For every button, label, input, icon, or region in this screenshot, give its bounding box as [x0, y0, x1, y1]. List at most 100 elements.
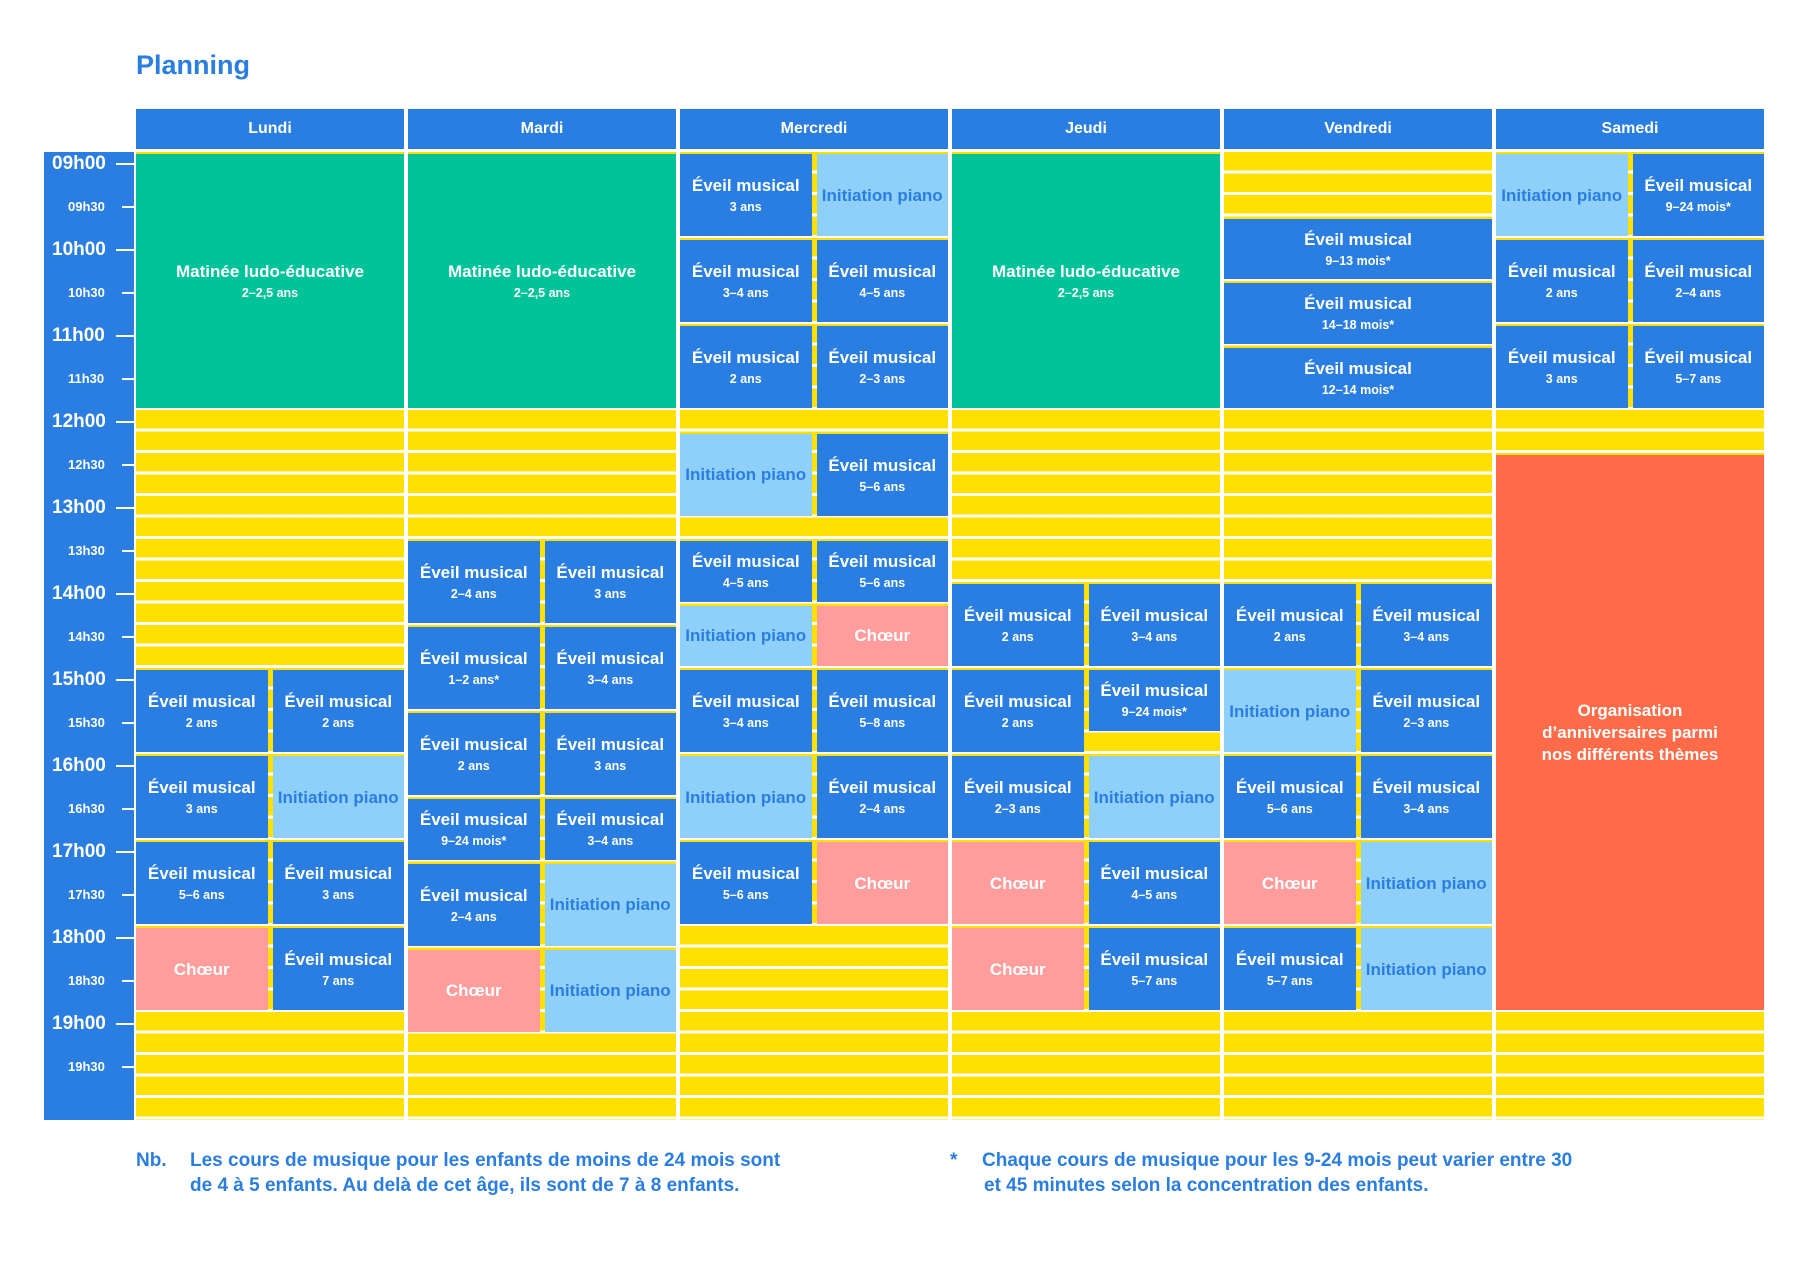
course-age: 2–3 ans — [1403, 716, 1450, 730]
time-label: 18h00 — [52, 927, 106, 948]
eveil-musical-block[interactable]: Éveil musical 3–4 ans — [544, 799, 676, 860]
eveil-musical-block[interactable]: Éveil musical 5–7 ans — [1632, 326, 1764, 408]
eveil-musical-block[interactable]: Éveil musical 5–6 ans — [816, 433, 948, 516]
eveil-musical-block[interactable]: Éveil musical 3 ans — [1496, 326, 1628, 408]
initiation-piano-block[interactable]: Initiation piano — [1088, 756, 1220, 838]
eveil-musical-block[interactable]: Éveil musical 4–5 ans — [1088, 842, 1220, 924]
eveil-musical-block[interactable]: Éveil musical 2–4 ans — [408, 863, 540, 946]
eveil-musical-block[interactable]: Éveil musical 2 ans — [408, 713, 540, 795]
initiation-piano-block[interactable]: Initiation piano — [544, 949, 676, 1032]
choeur-block[interactable]: Chœur — [952, 842, 1084, 924]
choeur-block[interactable]: Chœur — [952, 928, 1084, 1010]
matinee-block[interactable]: Matinée ludo-éducative 2–2,5 ans — [952, 154, 1220, 408]
course-title: Éveil musical — [147, 778, 256, 797]
eveil-musical-block[interactable]: Éveil musical 2–4 ans — [408, 541, 540, 623]
time-label: 09h00 — [52, 153, 106, 174]
course-age: 3 ans — [594, 587, 627, 601]
eveil-musical-block[interactable]: Éveil musical 5–7 ans — [1224, 928, 1356, 1010]
eveil-musical-block[interactable]: Éveil musical 3–4 ans — [1360, 756, 1492, 838]
eveil-musical-block[interactable]: Éveil musical 2 ans — [1224, 584, 1356, 666]
initiation-piano-block[interactable]: Initiation piano — [680, 756, 812, 838]
eveil-musical-block[interactable]: Éveil musical 1–2 ans* — [408, 627, 540, 709]
eveil-musical-block[interactable]: Éveil musical 2 ans — [952, 584, 1084, 666]
eveil-musical-block[interactable]: Éveil musical 2 ans — [272, 670, 404, 752]
eveil-musical-block[interactable]: Éveil musical 2 ans — [1496, 240, 1628, 322]
initiation-piano-block[interactable]: Initiation piano — [1360, 842, 1492, 924]
eveil-musical-block[interactable]: Éveil musical 4–5 ans — [680, 541, 812, 602]
course-title: Éveil musical — [1372, 606, 1481, 625]
course-age: 2 ans — [457, 759, 490, 773]
time-label: 12h00 — [52, 411, 106, 432]
matinee-block[interactable]: Matinée ludo-éducative 2–2,5 ans — [136, 154, 404, 408]
eveil-musical-block[interactable]: Éveil musical 5–6 ans — [680, 842, 812, 924]
course-age: 3 ans — [1545, 372, 1578, 386]
initiation-piano-block[interactable]: Initiation piano — [1224, 670, 1356, 752]
initiation-piano-block[interactable]: Initiation piano — [272, 756, 404, 838]
initiation-piano-block[interactable]: Initiation piano — [544, 863, 676, 946]
day-header-mardi: Mardi — [408, 109, 676, 149]
course-age: 2 ans — [729, 372, 762, 386]
eveil-musical-block[interactable]: Éveil musical 2 ans — [952, 670, 1084, 752]
initiation-piano-block[interactable]: Initiation piano — [1496, 154, 1628, 236]
time-tick — [116, 335, 134, 337]
eveil-musical-block[interactable]: Éveil musical 2–3 ans — [952, 756, 1084, 838]
eveil-musical-block[interactable]: Éveil musical 3 ans — [680, 154, 812, 236]
course-title: Éveil musical — [691, 864, 800, 883]
eveil-musical-block[interactable]: Éveil musical 9–24 mois* — [408, 799, 540, 860]
course-title: Éveil musical — [1507, 262, 1616, 281]
eveil-musical-block[interactable]: Éveil musical 2–3 ans — [816, 326, 948, 408]
choeur-block[interactable]: Chœur — [408, 949, 540, 1032]
course-title: Éveil musical — [1644, 348, 1753, 367]
eveil-musical-block[interactable]: Éveil musical 7 ans — [272, 928, 404, 1010]
eveil-musical-block[interactable]: Éveil musical 2 ans — [136, 670, 268, 752]
eveil-musical-block[interactable]: Éveil musical 5–7 ans — [1088, 928, 1220, 1010]
eveil-musical-block[interactable]: Éveil musical 3–4 ans — [680, 670, 812, 752]
eveil-musical-block[interactable]: Éveil musical 9–24 mois* — [1088, 670, 1220, 731]
initiation-piano-block[interactable]: Initiation piano — [816, 154, 948, 236]
eveil-musical-block[interactable]: Éveil musical 3 ans — [136, 756, 268, 838]
anniversaire-block[interactable]: Organisation d’anniversaires parmi nos d… — [1496, 455, 1764, 1010]
eveil-musical-block[interactable]: Éveil musical 3–4 ans — [1088, 584, 1220, 666]
eveil-musical-block[interactable]: Éveil musical 2–4 ans — [816, 756, 948, 838]
eveil-musical-block[interactable]: Éveil musical 5–6 ans — [816, 541, 948, 602]
eveil-musical-block[interactable]: Éveil musical 9–24 mois* — [1632, 154, 1764, 236]
course-age: 3–4 ans — [587, 834, 634, 849]
course-age: 5–6 ans — [859, 479, 906, 494]
choeur-block[interactable]: Chœur — [1224, 842, 1356, 924]
footnote-nb: Nb. Les cours de musique pour les enfant… — [136, 1148, 896, 1204]
course-age: 5–7 ans — [1675, 372, 1722, 386]
course-title: Éveil musical — [1644, 176, 1753, 195]
initiation-piano-block[interactable]: Initiation piano — [1360, 928, 1492, 1010]
choeur-block[interactable]: Chœur — [816, 842, 948, 924]
eveil-musical-block[interactable]: Éveil musical 14–18 mois* — [1224, 283, 1492, 344]
time-label: 14h00 — [52, 583, 106, 604]
eveil-musical-block[interactable]: Éveil musical 9–13 mois* — [1224, 218, 1492, 279]
course-title: Éveil musical — [1235, 950, 1344, 969]
eveil-musical-block[interactable]: Éveil musical 12–14 mois* — [1224, 347, 1492, 408]
time-label: 12h30 — [68, 457, 105, 472]
course-title: Éveil musical — [419, 885, 528, 905]
eveil-musical-block[interactable]: Éveil musical 3–4 ans — [1360, 584, 1492, 666]
eveil-musical-block[interactable]: Éveil musical 2 ans — [680, 326, 812, 408]
eveil-musical-block[interactable]: Éveil musical 3 ans — [544, 713, 676, 795]
initiation-piano-block[interactable]: Initiation piano — [680, 605, 812, 666]
time-tick — [122, 722, 134, 724]
eveil-musical-block[interactable]: Éveil musical 3 ans — [272, 842, 404, 924]
course-title: Initiation piano — [821, 185, 943, 205]
choeur-block[interactable]: Chœur — [816, 605, 948, 666]
choeur-block[interactable]: Chœur — [136, 928, 268, 1010]
eveil-musical-block[interactable]: Éveil musical 2–3 ans — [1360, 670, 1492, 752]
course-title: Éveil musical — [147, 864, 256, 883]
eveil-musical-block[interactable]: Éveil musical 2–4 ans — [1632, 240, 1764, 322]
course-title: Chœur — [989, 959, 1046, 979]
eveil-musical-block[interactable]: Éveil musical 5–6 ans — [136, 842, 268, 924]
eveil-musical-block[interactable]: Éveil musical 5–6 ans — [1224, 756, 1356, 838]
eveil-musical-block[interactable]: Éveil musical 3–4 ans — [544, 627, 676, 709]
eveil-musical-block[interactable]: Éveil musical 5–8 ans — [816, 670, 948, 752]
eveil-musical-block[interactable]: Éveil musical 3 ans — [544, 541, 676, 623]
eveil-musical-block[interactable]: Éveil musical 3–4 ans — [680, 240, 812, 322]
eveil-musical-block[interactable]: Éveil musical 4–5 ans — [816, 240, 948, 322]
matinee-block[interactable]: Matinée ludo-éducative 2–2,5 ans — [408, 154, 676, 408]
initiation-piano-block[interactable]: Initiation piano — [680, 433, 812, 516]
course-title: Chœur — [1261, 873, 1318, 893]
